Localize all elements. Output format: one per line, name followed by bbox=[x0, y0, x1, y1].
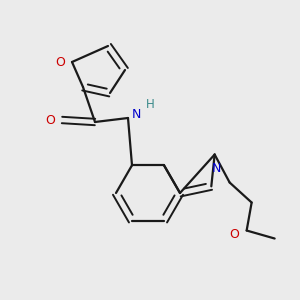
Text: N: N bbox=[212, 162, 221, 175]
Text: H: H bbox=[146, 98, 154, 110]
Text: O: O bbox=[45, 113, 55, 127]
Text: O: O bbox=[55, 56, 65, 68]
Text: N: N bbox=[131, 107, 141, 121]
Text: O: O bbox=[230, 228, 240, 241]
